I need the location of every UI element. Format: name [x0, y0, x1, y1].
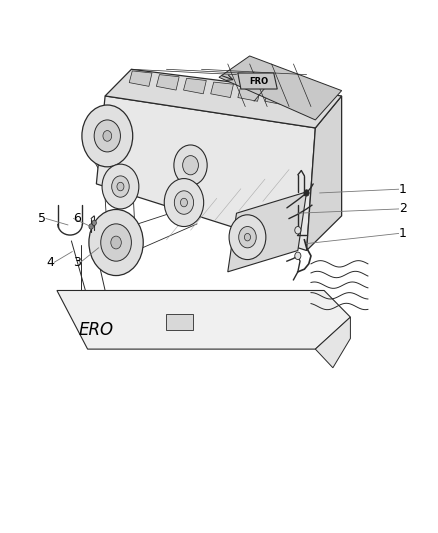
Polygon shape: [57, 290, 350, 349]
Polygon shape: [265, 90, 288, 105]
Circle shape: [183, 156, 198, 175]
Circle shape: [244, 233, 251, 241]
Circle shape: [89, 209, 143, 276]
Text: 4: 4: [46, 256, 54, 269]
Circle shape: [304, 190, 309, 196]
Polygon shape: [105, 69, 342, 128]
Polygon shape: [307, 96, 342, 251]
Circle shape: [229, 215, 266, 260]
Polygon shape: [96, 96, 315, 251]
Circle shape: [102, 164, 139, 209]
Circle shape: [111, 236, 121, 249]
Text: 1: 1: [399, 227, 407, 240]
Circle shape: [103, 131, 112, 141]
Text: 5: 5: [38, 212, 46, 225]
Polygon shape: [211, 82, 233, 98]
Circle shape: [174, 191, 194, 214]
Circle shape: [239, 227, 256, 248]
Polygon shape: [129, 71, 152, 86]
Text: 2: 2: [399, 203, 407, 215]
Polygon shape: [156, 75, 179, 90]
Circle shape: [295, 227, 301, 234]
Circle shape: [180, 198, 187, 207]
Polygon shape: [184, 78, 206, 94]
Circle shape: [174, 145, 207, 185]
Text: 1: 1: [399, 183, 407, 196]
Polygon shape: [238, 73, 277, 89]
Circle shape: [89, 224, 93, 229]
Polygon shape: [315, 317, 350, 368]
Text: 6: 6: [73, 212, 81, 225]
Circle shape: [94, 120, 120, 152]
Text: FRO: FRO: [249, 77, 268, 85]
Text: ERO: ERO: [79, 321, 114, 340]
Polygon shape: [228, 192, 307, 272]
Circle shape: [164, 179, 204, 227]
Circle shape: [92, 220, 96, 225]
Circle shape: [112, 176, 129, 197]
Polygon shape: [238, 86, 261, 101]
Polygon shape: [166, 314, 193, 330]
Circle shape: [101, 224, 131, 261]
Circle shape: [295, 252, 301, 260]
Text: 3: 3: [73, 256, 81, 269]
Circle shape: [117, 182, 124, 191]
Circle shape: [82, 105, 133, 167]
Polygon shape: [219, 56, 342, 120]
